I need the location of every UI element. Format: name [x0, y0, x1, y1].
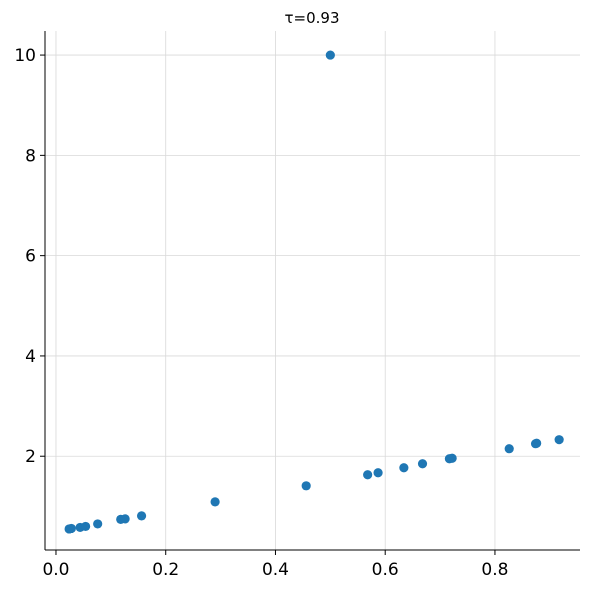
data-point: [325, 50, 335, 60]
data-point: [504, 444, 514, 454]
x-tick-label: 0.8: [481, 560, 508, 580]
data-point: [301, 481, 311, 491]
data-point: [417, 459, 428, 469]
data-point: [363, 470, 373, 480]
data-point: [93, 519, 103, 529]
y-tick-label: 2: [25, 447, 36, 467]
y-tick-label: 6: [25, 247, 36, 267]
x-tick-label: 0.2: [152, 560, 179, 580]
data-point: [399, 463, 409, 473]
data-point: [81, 521, 91, 532]
chart-title: τ=0.93: [285, 9, 340, 27]
data-point: [120, 514, 130, 524]
data-points: [64, 50, 564, 534]
y-tick-label: 4: [25, 347, 36, 367]
grid: [45, 31, 580, 550]
x-tick-label: 0.4: [262, 560, 289, 580]
y-tick-label: 10: [14, 46, 36, 66]
data-point: [136, 511, 147, 521]
x-tick-label: 0.6: [372, 560, 399, 580]
data-point: [532, 438, 542, 448]
data-point: [447, 453, 457, 463]
data-point: [554, 435, 564, 445]
y-tick-label: 8: [25, 146, 36, 166]
axes: 0.0 0.2 0.4 0.6 0.8 2 4 6 8 10: [14, 31, 580, 580]
data-point: [66, 523, 76, 534]
x-tick-label: 0.0: [42, 560, 69, 580]
data-point: [373, 468, 383, 478]
data-point: [210, 497, 220, 507]
